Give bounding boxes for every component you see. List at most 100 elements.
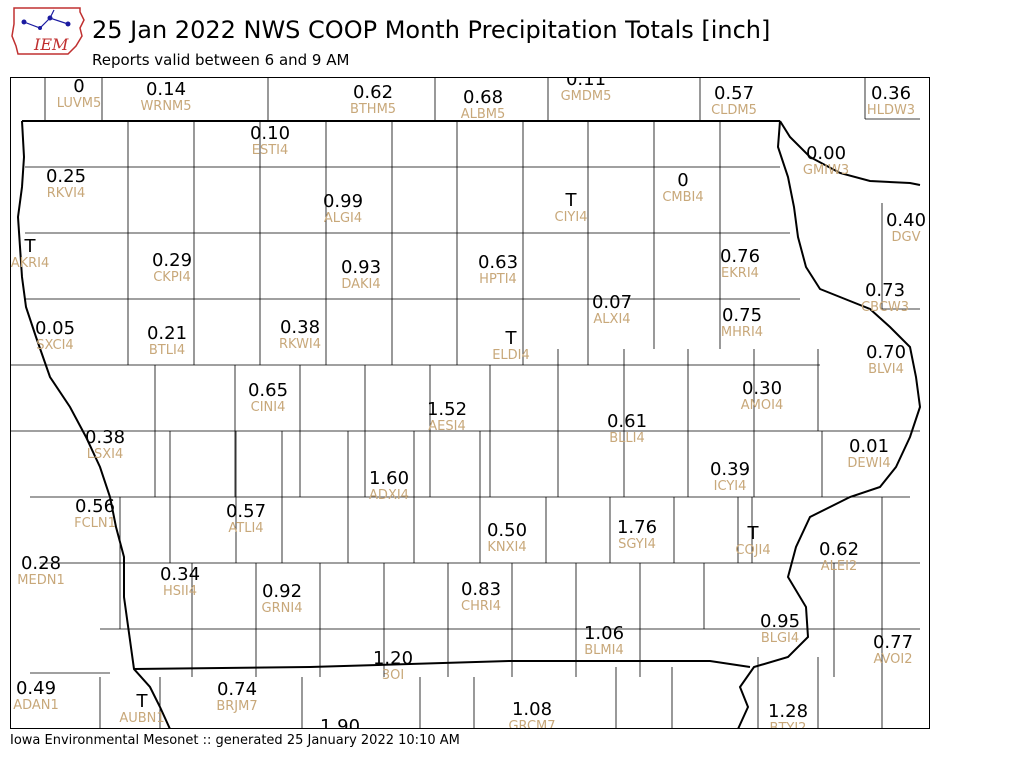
station-plot: 0.29 CKPI4 (152, 251, 192, 285)
station-id: LUVM5 (56, 96, 102, 111)
station-plot: 1.52 AESI4 (427, 400, 467, 434)
station-plot: 0.36 HLDW3 (867, 84, 915, 118)
svg-text:IEM: IEM (33, 35, 69, 54)
station-id: SXCI4 (36, 338, 74, 353)
station-id: MEDN1 (17, 573, 65, 588)
station-value: 0.05 (34, 318, 76, 339)
station-value: 0.07 (591, 292, 633, 313)
station-value: 0.62 (352, 82, 394, 103)
station-plot: 0.38 LSXI4 (85, 428, 125, 462)
station-id: BLVI4 (868, 362, 904, 377)
station-value: 0.30 (741, 378, 783, 399)
station-value: 0.77 (872, 632, 914, 653)
footer-credit: Iowa Environmental Mesonet :: generated … (10, 733, 460, 748)
station-id: BTHM5 (349, 102, 397, 117)
station-id: ALEI2 (820, 559, 858, 574)
precipitation-map: 0 LUVM5 0.14 WRNM5 0.62 BTHM5 0.68 ALBM5 0.11 GMD… (10, 77, 930, 729)
station-id: GRCM7 (508, 719, 556, 730)
station-id: RKWI4 (278, 337, 322, 352)
station-id: CKPI4 (153, 270, 191, 285)
station-id: KNXI4 (487, 540, 527, 555)
station-plot: 0.62 ALEI2 (819, 540, 859, 574)
station-value: 0.75 (721, 305, 763, 326)
station-value: 0.56 (74, 496, 116, 517)
station-value: 0.29 (151, 250, 193, 271)
station-id: DAKI4 (341, 277, 381, 292)
station-plot: 0.61 BLLI4 (607, 412, 647, 446)
station-value: 0.57 (713, 83, 755, 104)
station-value: 0.99 (322, 191, 364, 212)
station-plot: 0.21 BTLI4 (147, 324, 187, 358)
station-value: 0.00 (805, 143, 847, 164)
station-value: 0.10 (249, 123, 291, 144)
station-value: 0.61 (606, 411, 648, 432)
station-value: 0.39 (709, 459, 751, 480)
station-id: FCLN1 (74, 516, 116, 531)
station-id: ALXI4 (593, 312, 631, 327)
station-plot: 0.38 RKWI4 (279, 318, 321, 352)
station-plot: 0.75 MHRI4 (721, 306, 763, 340)
station-value: 0.50 (486, 520, 528, 541)
station-id: CBCW3 (861, 300, 909, 315)
county-boundaries (10, 77, 922, 729)
station-plot: 0.74 BRJM7 (216, 680, 257, 714)
station-value: 0 (73, 77, 85, 97)
station-plot: T ELDI4 (492, 329, 530, 363)
station-plot: 0.57 CLDM5 (711, 84, 757, 118)
iem-logo: IEM (11, 7, 85, 55)
station-plot: 0.95 BLGI4 (760, 612, 800, 646)
station-plot: 0.62 BTHM5 (350, 83, 396, 117)
station-value: 1.52 (426, 399, 468, 420)
station-id: CLDM5 (711, 103, 757, 118)
station-value: T (565, 190, 577, 211)
station-id: CIYI4 (554, 210, 588, 225)
station-plot: 0.05 SXCI4 (35, 319, 75, 353)
station-plot: 0.65 CINI4 (248, 381, 288, 415)
station-plot: 0.01 DEWI4 (847, 437, 890, 471)
station-value: 1.90 (319, 716, 361, 730)
station-plot: 0.07 ALXI4 (592, 293, 632, 327)
station-value: T (505, 328, 517, 349)
station-id: DEWI4 (847, 456, 891, 471)
station-plot: 0.50 KNXI4 (487, 521, 527, 555)
station-id: CINI4 (250, 400, 286, 415)
station-value: 0.36 (870, 83, 912, 104)
station-plot: 1.06 BLMI4 (584, 624, 624, 658)
station-plot: 0.25 RKVI4 (46, 167, 86, 201)
station-value: 0.63 (477, 252, 519, 273)
station-plot: 0.68 ALBM5 (461, 88, 506, 122)
station-plot: 1.28 BTYI2 (767, 701, 809, 730)
station-value: 1.08 (511, 699, 553, 720)
station-value: 0.34 (159, 564, 201, 585)
station-id: HLDW3 (866, 103, 916, 118)
station-plot: 1.60 ADXI4 (369, 469, 409, 503)
station-value: T (747, 523, 759, 544)
station-id: COJI4 (735, 543, 771, 558)
station-plot: 0.70 BLVI4 (866, 343, 906, 377)
station-plot: 0.76 EKRI4 (720, 247, 760, 281)
station-id: AVOI2 (873, 652, 913, 667)
station-id: GMIW3 (802, 163, 850, 178)
station-plot: 0.30 AMOI4 (741, 379, 783, 413)
station-id: CHRI4 (460, 599, 501, 614)
station-plot: 0.83 CHRI4 (461, 580, 501, 614)
station-id: ALBM5 (460, 107, 506, 122)
station-value: 0.93 (340, 257, 382, 278)
station-id: ICYI4 (713, 479, 747, 494)
station-value: 1.28 (767, 701, 809, 722)
station-plot: 0.28 MEDN1 (17, 554, 64, 588)
station-value: 0.40 (885, 210, 927, 231)
station-plot: 0.93 DAKI4 (341, 258, 381, 292)
station-value: 0.57 (225, 501, 267, 522)
station-value: 0.62 (818, 539, 860, 560)
station-value: T (24, 236, 36, 257)
station-value: 0.74 (216, 679, 258, 700)
station-plot: 0.63 HPTI4 (478, 253, 518, 287)
station-value: 1.76 (616, 517, 658, 538)
station-plot: 0.77 AVOI2 (873, 633, 913, 667)
station-plot: 0 LUVM5 (57, 77, 102, 111)
station-id: BLMI4 (584, 643, 624, 658)
station-value: 0.83 (460, 579, 502, 600)
station-plot: T AUBN1 (119, 692, 164, 726)
station-id: BLLI4 (609, 431, 645, 446)
